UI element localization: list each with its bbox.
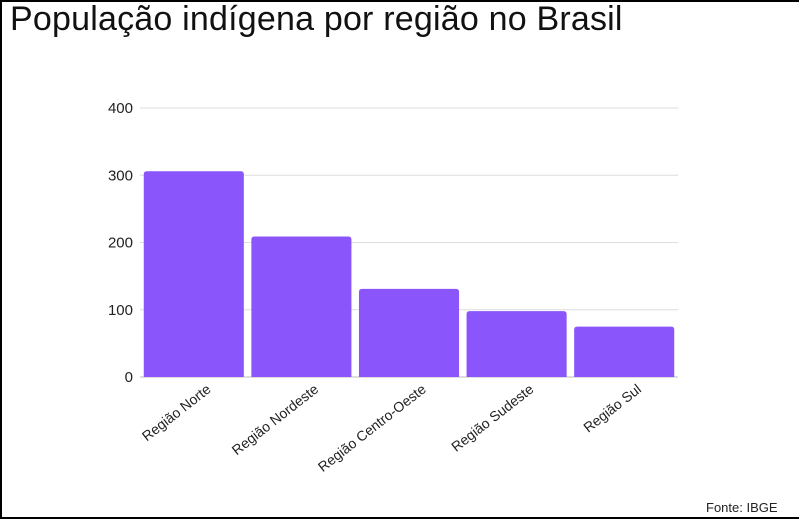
- bar-região-norte: [143, 171, 244, 377]
- x-tick-label: Região Sudeste: [448, 381, 537, 455]
- x-tick-label: Região Sul: [580, 381, 644, 436]
- x-tick-label: Região Centro-Oeste: [315, 381, 429, 475]
- y-tick-label: 400: [108, 100, 133, 117]
- bars: [143, 171, 675, 377]
- y-axis-ticks: 0 100 200 300 400: [108, 100, 133, 386]
- x-tick-label: Região Norte: [139, 381, 214, 445]
- bar-região-nordeste: [251, 236, 352, 377]
- source-note: Fonte: IBGE: [706, 500, 778, 515]
- bar-região-sul: [574, 326, 675, 377]
- y-tick-label: 100: [108, 302, 133, 319]
- chart-title: População indígena por região no Brasil: [10, 0, 623, 38]
- bar-região-centro-oeste: [358, 288, 460, 377]
- y-tick-label: 200: [108, 235, 133, 252]
- y-tick-label: 300: [108, 167, 133, 184]
- y-tick-label: 0: [125, 369, 133, 386]
- bar-região-sudeste: [466, 311, 567, 377]
- x-tick-label: Região Nordeste: [229, 381, 322, 458]
